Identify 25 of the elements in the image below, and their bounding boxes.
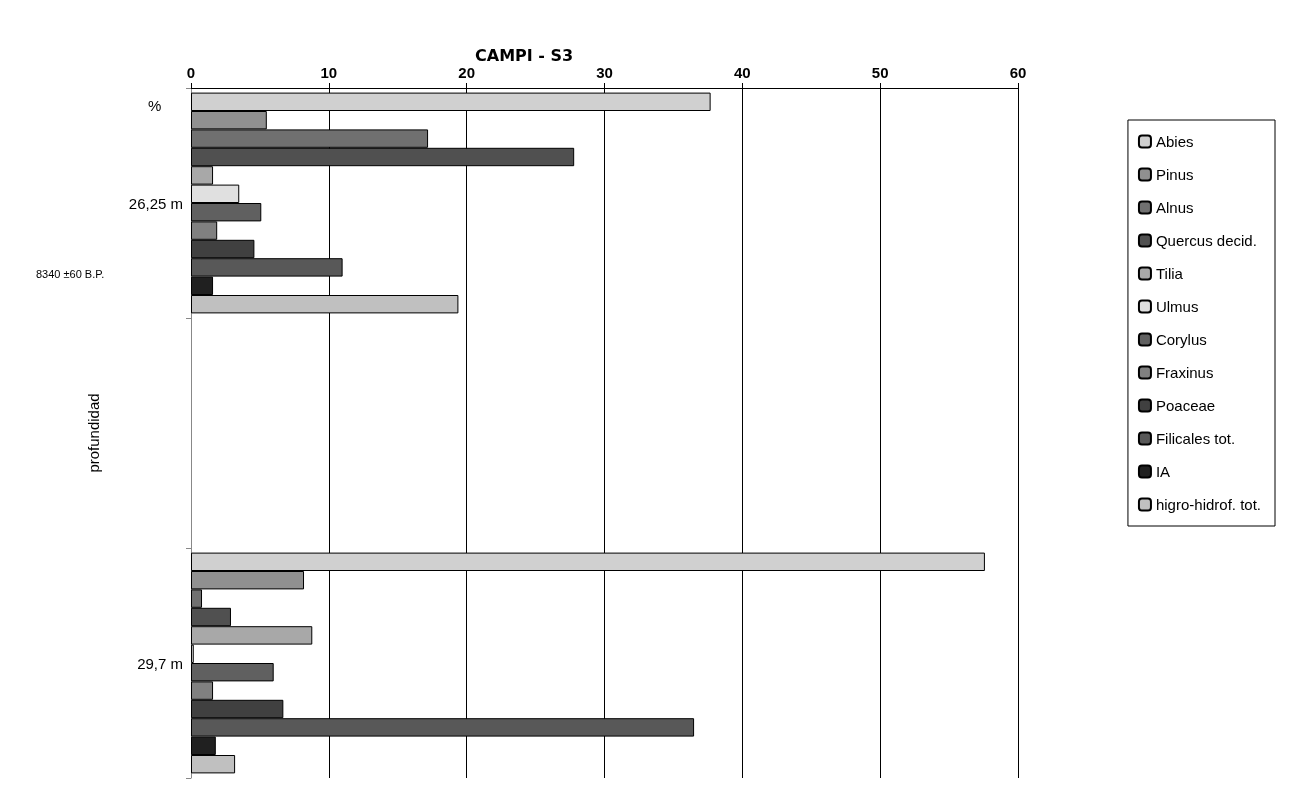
x-tick-label: 50 [871, 64, 889, 81]
y-axis-title: profundidad [85, 393, 102, 473]
legend-label: Filicales tot. [1155, 430, 1236, 447]
legend-label: Corylus [1155, 331, 1207, 348]
legend-label: Abies [1155, 133, 1194, 150]
text: 8340 ±60 B.P. [36, 267, 105, 280]
x-tick-label: 40 [733, 64, 751, 81]
legend-label: Ulmus [1155, 298, 1199, 315]
y-tick-label: 26,25 m [128, 194, 183, 212]
x-tick-label: 10 [320, 64, 338, 81]
legend-label: Tilia [1155, 265, 1184, 282]
legend-label: Alnus [1155, 199, 1194, 216]
x-tick-label: 20 [458, 64, 476, 81]
legend-label: higro-hidrof. tot. [1155, 496, 1262, 513]
legend-label: Fraxinus [1155, 364, 1214, 381]
legend-label: IA [1155, 463, 1171, 480]
chart-title: CAMPI - S3 [475, 45, 574, 65]
y-tick-label: 29,7 m [137, 654, 183, 672]
x-tick-label: 60 [1009, 64, 1027, 81]
x-tick-label: 0 [186, 64, 196, 81]
x-tick-label: 30 [596, 64, 613, 81]
legend-label: Pinus [1155, 166, 1194, 183]
legend-label: Quercus decid. [1155, 232, 1257, 249]
x-axis-title: % [148, 97, 162, 114]
legend-label: Poaceae [1155, 397, 1216, 414]
